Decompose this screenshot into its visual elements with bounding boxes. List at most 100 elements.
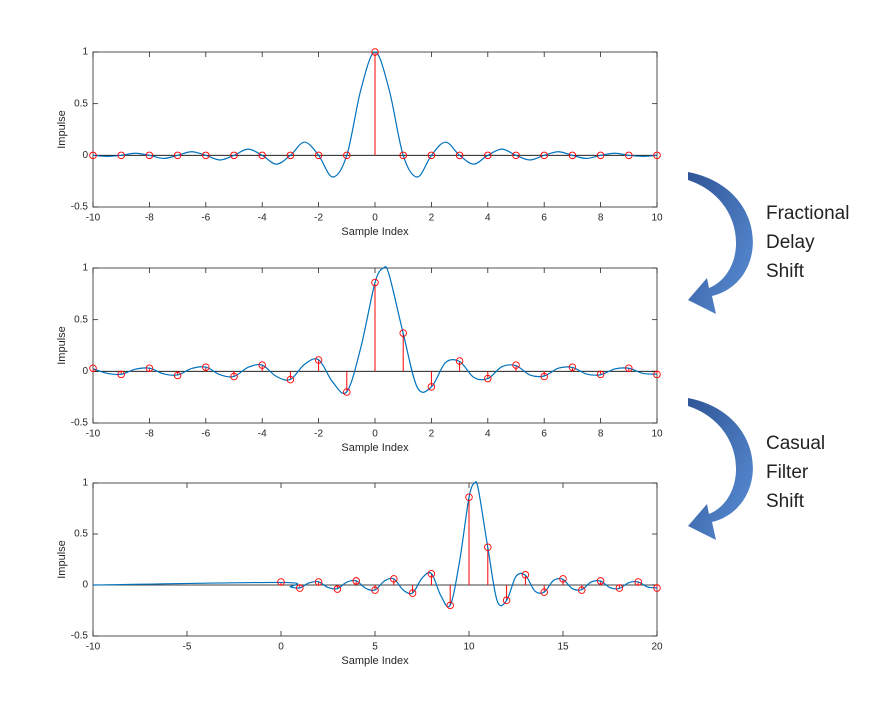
- stem-marker: [173, 371, 182, 380]
- y-tick-label: -0.5: [71, 418, 89, 429]
- axes-box: [92, 482, 658, 637]
- x-tick-label: -10: [86, 213, 101, 224]
- stem-marker: [540, 588, 548, 596]
- stem-marker: [596, 577, 605, 585]
- x-tick-label: 4: [485, 213, 491, 224]
- stem-marker: [258, 151, 266, 160]
- stem-marker: [145, 364, 154, 372]
- signal-curve: [92, 481, 658, 608]
- x-tick-label: -5: [183, 642, 192, 653]
- stem-marker: [634, 578, 642, 586]
- stem-marker: [653, 370, 661, 379]
- x-axis-label: Sample Index: [341, 655, 409, 667]
- stem-marker: [568, 363, 577, 371]
- stem-marker: [230, 151, 238, 160]
- x-tick-label: 20: [651, 642, 663, 653]
- x-tick-label: 10: [463, 642, 475, 653]
- stem-marker: [333, 585, 342, 593]
- stem-marker: [512, 361, 520, 369]
- x-tick-label: -8: [145, 213, 154, 224]
- stem-marker: [455, 357, 464, 365]
- stem-marker: [427, 570, 436, 578]
- annotation: Shift: [766, 491, 805, 512]
- stem-marker: [89, 364, 97, 372]
- x-tick-label: -10: [86, 429, 101, 440]
- y-tick-label: 0: [82, 150, 88, 161]
- stem-marker: [258, 361, 266, 369]
- y-tick-label: 1: [82, 47, 88, 58]
- stem-marker: [568, 151, 577, 160]
- stem-marker: [615, 584, 624, 592]
- stem-marker: [371, 278, 379, 287]
- stem-marker: [484, 543, 492, 552]
- stem-marker: [484, 374, 492, 383]
- stem-marker: [202, 151, 210, 160]
- x-tick-label: 6: [541, 213, 547, 224]
- stem-marker: [117, 370, 125, 379]
- x-tick-label: 8: [598, 429, 604, 440]
- stem-marker: [314, 356, 323, 364]
- stem-marker: [173, 151, 182, 160]
- stem-marker: [277, 578, 285, 586]
- x-tick-label: 8: [598, 213, 604, 224]
- stem-marker: [596, 151, 605, 160]
- stem-marker: [625, 151, 633, 160]
- y-tick-label: -0.5: [71, 202, 89, 213]
- stem-marker: [427, 383, 436, 391]
- stem-marker: [465, 493, 473, 502]
- stem-marker: [559, 575, 567, 583]
- x-tick-label: 6: [541, 429, 547, 440]
- stem-marker: [484, 151, 492, 160]
- stem-marker: [578, 586, 586, 594]
- x-tick-label: -6: [201, 213, 210, 224]
- stem-marker: [653, 151, 661, 160]
- stem-marker: [408, 589, 417, 597]
- y-tick-label: 1: [82, 478, 88, 489]
- x-tick-label: 2: [429, 213, 435, 224]
- stem-marker: [314, 151, 323, 160]
- annotation: Fractional: [766, 203, 849, 224]
- stem-marker: [455, 151, 464, 160]
- x-tick-label: -2: [314, 213, 323, 224]
- stem-marker: [596, 370, 605, 379]
- stem-marker: [502, 596, 511, 605]
- stem-marker: [314, 578, 323, 586]
- annotation: Filter: [766, 462, 809, 483]
- annotation: Shift: [766, 261, 805, 282]
- stem-marker: [230, 372, 238, 381]
- stem-marker: [427, 151, 436, 160]
- x-tick-label: 5: [372, 642, 378, 653]
- x-tick-label: -4: [258, 429, 267, 440]
- stem-marker: [286, 151, 295, 160]
- signal-curve: [92, 266, 658, 395]
- annotation: Casual: [766, 433, 825, 454]
- y-tick-label: -0.5: [71, 631, 89, 642]
- x-tick-label: -4: [258, 213, 267, 224]
- x-tick-label: 0: [372, 213, 378, 224]
- x-tick-label: -6: [201, 429, 210, 440]
- signal-curve: [92, 51, 658, 178]
- stem-marker: [521, 571, 530, 579]
- x-tick-label: 4: [485, 429, 491, 440]
- stem-marker: [399, 329, 407, 337]
- y-axis-label: Impulse: [56, 326, 68, 365]
- y-axis-label: Impulse: [56, 540, 68, 579]
- y-tick-label: 0: [82, 366, 88, 377]
- curved-arrow: [688, 398, 753, 540]
- stem-marker: [540, 151, 548, 160]
- stem-marker: [202, 363, 210, 371]
- curved-arrow: [688, 172, 753, 314]
- stem-marker: [371, 48, 379, 56]
- x-tick-label: -10: [86, 642, 101, 653]
- x-axis-label: Sample Index: [341, 442, 409, 454]
- stem-marker: [653, 584, 661, 592]
- stem-marker: [399, 151, 407, 160]
- y-tick-label: 0.5: [74, 98, 88, 109]
- stem-marker: [512, 151, 520, 160]
- stem-marker: [352, 577, 360, 585]
- y-tick-label: 0.5: [74, 314, 88, 325]
- stem-marker: [371, 586, 379, 594]
- stem-marker: [343, 388, 351, 396]
- stem-marker: [343, 151, 351, 160]
